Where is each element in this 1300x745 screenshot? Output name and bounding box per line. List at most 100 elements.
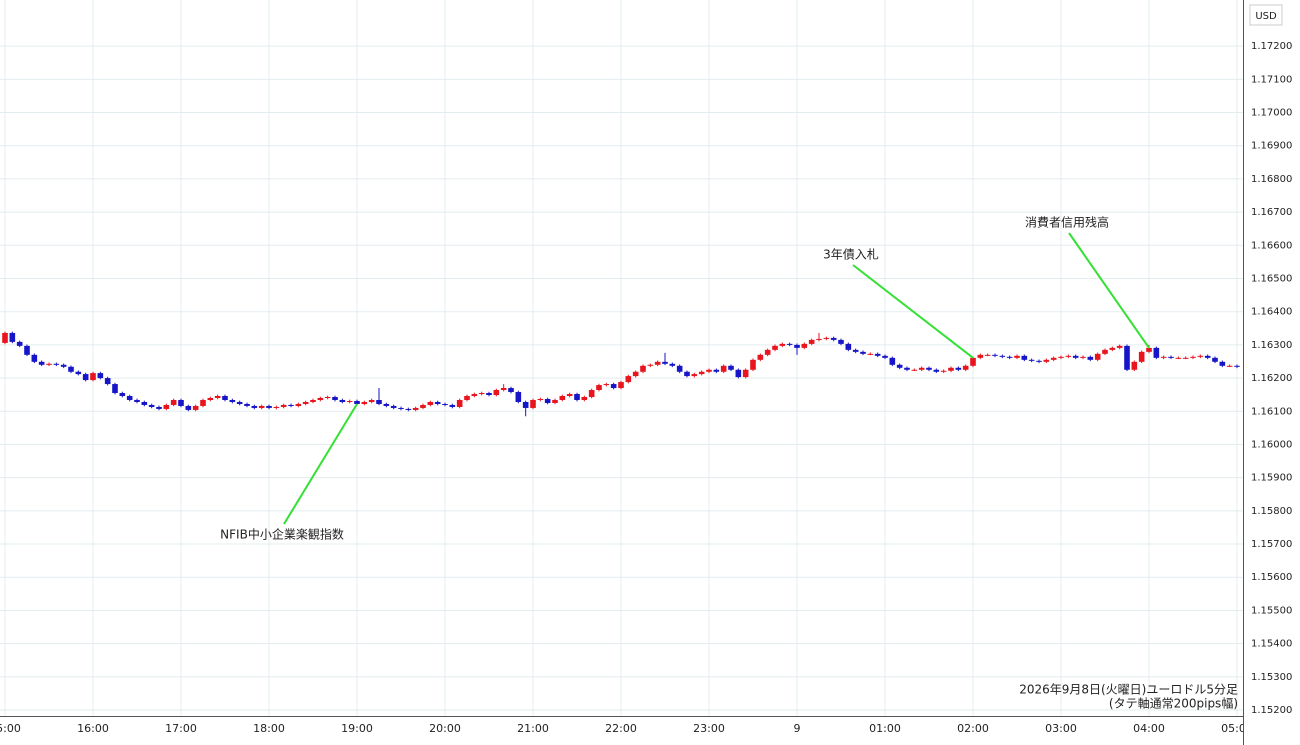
candle-body [500, 388, 507, 391]
candle-body [449, 404, 456, 407]
candle-body [1006, 356, 1013, 358]
candle-body [24, 345, 30, 355]
candle-body [1197, 355, 1204, 357]
y-tick-label: 1.16600 [1251, 240, 1292, 251]
x-tick-label: 15:00 [0, 722, 21, 735]
candle-body [1050, 357, 1057, 360]
candle-body [258, 405, 265, 408]
y-tick-label: 1.16100 [1251, 406, 1292, 417]
candle-body [808, 339, 815, 344]
candle-body [574, 394, 580, 400]
candle-body [1021, 355, 1028, 360]
candle-body [1204, 355, 1211, 358]
candle-body [860, 351, 866, 354]
candle-body [1094, 353, 1101, 360]
footnote: (タテ軸通常200pips幅) [1109, 696, 1238, 711]
y-tick-label: 1.15400 [1251, 639, 1292, 650]
candle-body [779, 343, 786, 346]
candle-body [596, 385, 602, 391]
candle-body [588, 390, 595, 398]
x-tick-label: 17:00 [165, 722, 197, 735]
candle-body [126, 396, 133, 400]
candle-body [955, 367, 962, 370]
candle-body [1124, 345, 1130, 370]
y-tick-label: 1.16200 [1251, 373, 1292, 384]
x-tick-label: 18:00 [253, 722, 285, 735]
candle-body [361, 401, 368, 404]
candle-body [852, 349, 859, 352]
candle-body [537, 398, 544, 400]
annotation-line [1068, 232, 1150, 349]
candle-body [684, 371, 690, 377]
x-tick-label: 02:00 [957, 722, 989, 735]
y-tick-label: 1.15300 [1251, 672, 1292, 683]
x-tick-label: 05:00 [1221, 722, 1253, 735]
y-tick-label: 1.16400 [1251, 307, 1292, 318]
candle-body [801, 343, 808, 348]
candle-body [82, 374, 89, 381]
candle-body [38, 361, 45, 365]
candle-body [251, 405, 258, 408]
candle-body [552, 399, 558, 403]
annotation-line [283, 403, 358, 525]
y-tick-label: 1.15800 [1251, 506, 1292, 517]
y-tick-label: 1.16700 [1251, 207, 1292, 218]
candle-body [46, 363, 52, 365]
annotation-line [852, 264, 974, 359]
candle-body [918, 367, 925, 370]
candle-body [508, 388, 514, 393]
candle-body [412, 407, 419, 410]
candle-body [772, 345, 778, 350]
x-tick-label: 23:00 [693, 722, 725, 735]
candle-body [1043, 359, 1050, 362]
candle-body [1182, 357, 1189, 359]
candle-body [654, 361, 661, 365]
candle-body [390, 405, 397, 408]
candle-body [1102, 349, 1108, 354]
footnote: 2026年9月8日(火曜日)ユーロドル5分足 [1019, 683, 1238, 697]
candle-body [346, 400, 353, 402]
candle-body [764, 349, 771, 355]
candle-body [192, 405, 199, 410]
candle-body [603, 384, 610, 386]
candle-body [911, 369, 918, 371]
candle-body [398, 407, 404, 409]
currency-label: USD [1255, 11, 1277, 22]
candle-body [273, 406, 280, 408]
candle-body [2, 332, 8, 343]
y-tick-label: 1.17000 [1251, 108, 1292, 119]
candle-body [478, 393, 485, 395]
candle-body [1153, 347, 1160, 358]
candle-body [420, 404, 426, 408]
candle-body [618, 382, 624, 389]
y-tick-label: 1.16300 [1251, 340, 1292, 351]
candle-body [214, 396, 221, 398]
candle-body [691, 374, 698, 377]
candle-body [1212, 357, 1218, 362]
candle-body [53, 363, 60, 365]
candle-body [90, 373, 96, 381]
candle-body [332, 397, 338, 400]
candle-body [112, 384, 118, 394]
candle-body [60, 364, 67, 367]
candle-body [163, 404, 170, 409]
candle-body [1058, 356, 1064, 358]
candle-body [728, 365, 734, 370]
candle-body [1131, 361, 1138, 370]
candle-body [170, 399, 177, 405]
candle-body [757, 354, 764, 360]
candle-body [632, 371, 639, 377]
candle-body [566, 394, 573, 397]
candle-body [1036, 360, 1042, 362]
candle-body [669, 363, 676, 366]
candle-body [742, 369, 749, 378]
candle-body [970, 357, 976, 366]
candle-body [794, 344, 800, 348]
x-tick-label: 19:00 [341, 722, 373, 735]
x-tick-label: 04:00 [1133, 722, 1165, 735]
candle-body [830, 337, 837, 340]
candle-body [735, 369, 742, 378]
candle-body [1109, 347, 1116, 350]
candle-body [493, 390, 500, 396]
